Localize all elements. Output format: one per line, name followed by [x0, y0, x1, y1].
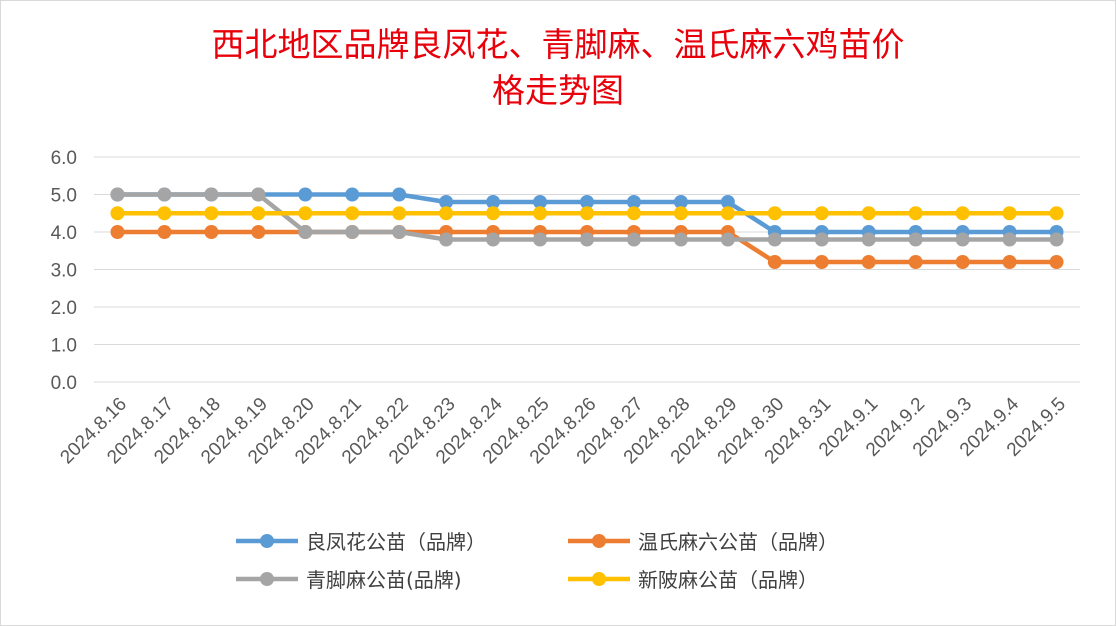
- series-2-point-1: [157, 187, 172, 202]
- legend-item-1: 温氏麻六公苗（品牌）: [568, 530, 838, 554]
- series-2-point-7: [439, 232, 454, 247]
- series-2-point-15: [814, 232, 829, 247]
- series-2-point-0: [110, 187, 125, 202]
- series-3-point-11: [626, 206, 641, 221]
- series-1-point-14: [767, 255, 782, 269]
- series-0-point-7: [439, 195, 454, 209]
- series-3-point-4: [298, 206, 313, 221]
- series-3-point-10: [580, 206, 594, 221]
- series-3-point-14: [767, 206, 782, 221]
- y-tick-label-3: 3.0: [51, 261, 77, 282]
- series-2-point-4: [298, 225, 313, 239]
- series-3-point-2: [204, 206, 219, 221]
- series-1-point-2: [204, 225, 219, 239]
- series-2: [110, 187, 1064, 247]
- series-3-point-3: [251, 206, 266, 221]
- series-2-point-2: [204, 187, 219, 202]
- series-1-point-15: [814, 255, 829, 269]
- y-tick-label-6: 6.0: [51, 148, 77, 169]
- series-0-point-8: [486, 195, 501, 209]
- chart-title-line-1: 西北地区品牌良凤花、青脚麻、温氏麻六鸡苗价: [211, 25, 905, 64]
- series-2-point-9: [533, 232, 548, 247]
- series-2-point-12: [673, 232, 688, 247]
- series-3-point-7: [439, 206, 454, 221]
- legend-item-2: 青脚麻公苗(品牌): [236, 568, 462, 592]
- legend-label-2: 青脚麻公苗(品牌): [306, 568, 462, 592]
- legend-item-3: 新陂麻公苗（品牌）: [568, 568, 818, 592]
- y-tick-label-0: 0.0: [51, 373, 77, 394]
- series-2-point-13: [720, 232, 735, 247]
- y-axis: 0.0 1.0 2.0 3.0 4.0 5.0 6.0: [51, 148, 77, 394]
- series-2-point-11: [626, 232, 641, 247]
- series-2-point-10: [580, 232, 594, 247]
- legend-swatch-marker-1: [592, 534, 606, 548]
- series-0-point-4: [298, 187, 313, 202]
- series-0-point-12: [673, 195, 688, 209]
- series-0-point-13: [720, 195, 735, 209]
- series-1-point-16: [861, 255, 876, 269]
- series-0-point-5: [345, 187, 360, 202]
- series-3-point-17: [908, 206, 923, 221]
- series-3-point-6: [392, 206, 407, 221]
- series-3-point-15: [814, 206, 829, 221]
- series-1-point-19: [1002, 255, 1017, 269]
- series-3-point-9: [533, 206, 548, 221]
- series-2-point-17: [908, 232, 923, 247]
- series-2-point-19: [1002, 232, 1017, 247]
- series-2-point-3: [251, 187, 266, 202]
- series-2-point-5: [345, 225, 360, 239]
- series-1-point-18: [955, 255, 970, 269]
- series-3-point-13: [720, 206, 735, 221]
- series-0-point-11: [626, 195, 641, 209]
- chart-title-line-2: 格走势图: [492, 71, 624, 110]
- gridlines: [94, 156, 1080, 383]
- y-tick-label-1: 1.0: [51, 336, 77, 357]
- series-2-point-8: [486, 232, 501, 247]
- series-group: [110, 187, 1064, 269]
- series-0-point-6: [392, 187, 407, 202]
- legend-swatch-marker-0: [260, 534, 274, 548]
- series-1-point-0: [110, 225, 125, 239]
- y-tick-label-2: 2.0: [51, 298, 77, 319]
- series-2-point-16: [861, 232, 876, 247]
- x-axis: 2024.8.162024.8.172024.8.182024.8.192024…: [56, 393, 1070, 468]
- series-3-point-5: [345, 206, 360, 221]
- series-0-point-9: [533, 195, 548, 209]
- series-3-point-1: [157, 206, 172, 221]
- series-1-point-3: [251, 225, 266, 239]
- series-3-point-8: [486, 206, 501, 221]
- series-2-point-6: [392, 225, 407, 239]
- series-3: [110, 206, 1064, 221]
- legend-label-0: 良凤花公苗（品牌）: [306, 530, 486, 554]
- series-2-point-18: [955, 232, 970, 247]
- series-3-point-19: [1002, 206, 1017, 221]
- chart-title: 西北地区品牌良凤花、青脚麻、温氏麻六鸡苗价 格走势图: [0, 22, 1116, 114]
- legend-swatch-marker-2: [260, 572, 274, 586]
- y-tick-label-4: 4.0: [51, 223, 77, 244]
- series-2-point-14: [767, 232, 782, 247]
- legend-label-1: 温氏麻六公苗（品牌）: [638, 530, 838, 554]
- legend-item-0: 良凤花公苗（品牌）: [236, 530, 486, 554]
- series-1-point-17: [908, 255, 923, 269]
- series-1-point-20: [1049, 255, 1064, 269]
- series-3-point-0: [110, 206, 125, 221]
- series-3-point-12: [673, 206, 688, 221]
- legend-swatch-marker-3: [592, 572, 606, 586]
- series-2-point-20: [1049, 232, 1064, 247]
- series-3-point-16: [861, 206, 876, 221]
- series-0-point-10: [580, 195, 594, 209]
- legend-label-3: 新陂麻公苗（品牌）: [638, 568, 818, 592]
- series-3-point-18: [955, 206, 970, 221]
- series-1-point-1: [157, 225, 172, 239]
- legend: 良凤花公苗（品牌） 温氏麻六公苗（品牌） 青脚麻公苗(品牌) 新陂麻公苗（品牌）: [236, 530, 838, 592]
- y-tick-label-5: 5.0: [51, 186, 77, 207]
- series-3-point-20: [1049, 206, 1064, 221]
